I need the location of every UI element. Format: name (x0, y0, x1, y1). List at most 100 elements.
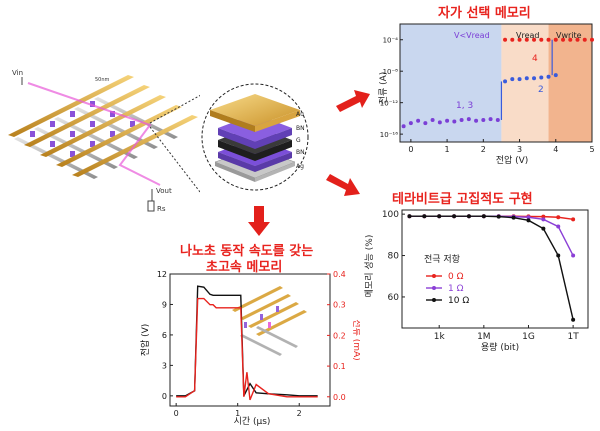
selector-chart-title: 자가 선택 메모리 (438, 6, 531, 21)
capacity-chart-title: 테라비트급 고집적도 구현 (392, 192, 533, 207)
selector-point (539, 75, 544, 80)
speed-ytick-right-label: 0.0 (333, 393, 346, 402)
selector-xtick-label: 5 (589, 145, 594, 154)
selector-xlabel: 전압 (V) (496, 154, 529, 166)
vin-label: Vin (12, 69, 23, 77)
capacity-point (541, 226, 546, 231)
selector-point (510, 77, 515, 82)
capacity-point (556, 215, 561, 220)
layer-label-2: G (296, 137, 301, 144)
capacity-legend-marker (432, 298, 436, 302)
selector-point (408, 121, 413, 126)
selector-frame (399, 23, 593, 143)
capacity-point (422, 214, 427, 219)
selector-ylabel: 전류 (A) (378, 72, 389, 105)
speed-inset-crossbar (232, 286, 307, 356)
crossbar-array-illustration: Vin Vout Rs 50nm (8, 69, 200, 213)
selector-point (401, 124, 406, 129)
memory-cells (30, 101, 135, 157)
speed-frame (169, 273, 331, 407)
capacity-point (437, 214, 442, 219)
capacity-point (526, 215, 531, 220)
selector-point (590, 37, 594, 42)
capacity-xtick-label: 1k (434, 332, 446, 342)
capacity-point (481, 214, 486, 219)
speed-xtick-label: 2 (297, 409, 302, 418)
selector-ytick-label: 10⁻¹⁶ (380, 131, 398, 139)
dimension-label: 50nm (95, 77, 110, 83)
capacity-chart: 1k 1M 1G 1T 100 80 60 전극 저항 0 Ω 1 Ω 10 Ω 용량 (bit… (364, 209, 589, 353)
selector-point (437, 120, 442, 125)
capacity-legend-marker (432, 286, 436, 290)
top-electrodes (8, 75, 198, 177)
capacity-point (496, 214, 501, 219)
selector-point (553, 73, 558, 78)
selector-point (553, 37, 558, 42)
capacity-point (407, 214, 412, 219)
capacity-ytick-label: 60 (388, 293, 400, 303)
selector-point (546, 74, 551, 79)
selector-point (524, 76, 529, 81)
selector-point (546, 37, 551, 42)
selector-curve-2-label: 2 (538, 85, 544, 95)
capacity-point (511, 215, 516, 220)
speed-ytick-right-label: 0.2 (333, 331, 346, 340)
selector-ytick-label: 10⁻⁸ (383, 68, 399, 76)
selector-xtick-label: 0 (408, 145, 413, 154)
selector-xtick-label: 2 (481, 145, 486, 154)
speed-ytick-right-label: 0.3 (333, 301, 346, 310)
selector-point (503, 79, 508, 84)
capacity-point (556, 224, 561, 229)
speed-xtick-label: 0 (174, 409, 179, 418)
capacity-xtick-label: 1G (522, 332, 535, 342)
selector-point (532, 37, 537, 42)
speed-ytick-left-label: 12 (157, 270, 167, 279)
capacity-legend-label: 1 Ω (448, 284, 464, 294)
speed-ytick-left-label: 6 (162, 331, 167, 340)
capacity-point (571, 253, 576, 258)
selector-point (568, 37, 573, 42)
selector-point (510, 37, 515, 42)
capacity-point (466, 214, 471, 219)
selector-xtick-label: 1 (445, 145, 450, 154)
speed-ylabel-left: 전압 (V) (140, 324, 151, 357)
layer-stack-detail: Au BN G BN Ag (201, 83, 309, 191)
selector-point (430, 117, 435, 122)
selector-point (481, 117, 486, 122)
capacity-point (452, 214, 457, 219)
speed-chart-title-1: 나노초 동작 속도를 갖는 (180, 244, 314, 259)
speed-ylabel-right: 전류 (mA) (351, 319, 360, 360)
selector-xtick-label: 3 (517, 145, 522, 154)
selector-point (561, 37, 566, 42)
speed-xlabel: 시간 (μs) (234, 416, 271, 427)
speed-series-line (176, 297, 318, 401)
arrow-to-selector (336, 90, 370, 112)
region-read-bg (501, 24, 549, 142)
speed-chart-title-2: 초고속 메모리 (206, 260, 283, 275)
capacity-xtick-label: 1T (568, 332, 580, 342)
selector-region-write: Vwrite (556, 31, 582, 40)
selector-point (466, 117, 471, 122)
selector-point (582, 37, 587, 42)
selector-point (532, 76, 537, 81)
arrow-to-speed (248, 206, 270, 236)
selector-point (416, 118, 421, 123)
vout-label: Vout (156, 187, 172, 195)
speed-xtick-label: 1 (235, 409, 240, 418)
capacity-xlabel: 용량 (bit) (481, 341, 519, 353)
selector-region-read: Vread (516, 31, 540, 40)
selector-ytick-label: 10⁻¹² (380, 100, 398, 108)
selector-point (474, 118, 479, 123)
capacity-point (556, 253, 561, 258)
bottom-electrodes (14, 97, 178, 179)
selector-point (517, 77, 522, 82)
selector-point (445, 118, 450, 123)
speed-ytick-left-label: 3 (162, 361, 167, 370)
selector-point (495, 117, 500, 122)
capacity-point (571, 217, 576, 222)
layer-label-3: BN (296, 149, 305, 156)
speed-ytick-right-label: 0.4 (333, 270, 346, 279)
layer-label-0: Au (296, 111, 304, 118)
speed-ytick-left-label: 9 (162, 300, 167, 309)
layer-label-4: Ag (296, 163, 304, 170)
